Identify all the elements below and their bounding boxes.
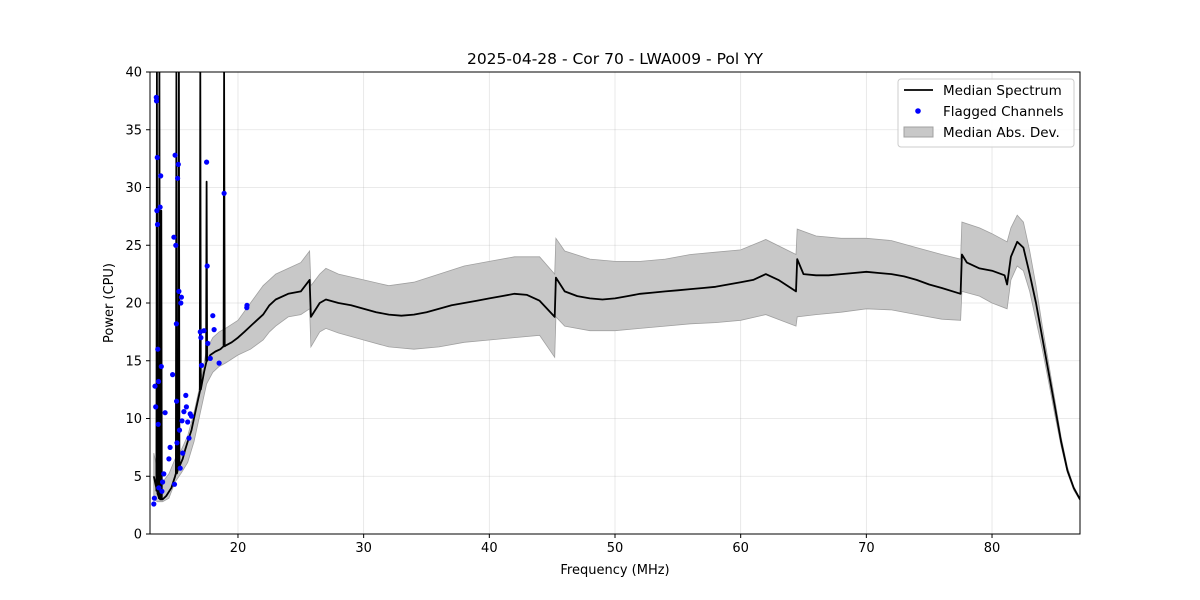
flagged-channel-point bbox=[185, 419, 191, 425]
flagged-channel-point bbox=[154, 208, 160, 214]
x-tick-label: 20 bbox=[230, 541, 247, 556]
flagged-channel-point bbox=[201, 328, 207, 334]
legend-label-median: Median Spectrum bbox=[943, 83, 1062, 99]
flagged-channel-point bbox=[171, 481, 178, 487]
flagged-channel-point bbox=[188, 413, 195, 419]
flagged-channel-point bbox=[166, 456, 172, 462]
flagged-channel-point bbox=[155, 346, 161, 352]
y-axis: 0 5 10 15 20 25 30 35 40 bbox=[125, 66, 150, 543]
flagged-channel-point bbox=[180, 450, 186, 456]
flagged-channel-point bbox=[183, 404, 189, 410]
flagged-channel-point bbox=[198, 362, 205, 368]
y-tick-label: 25 bbox=[125, 239, 142, 254]
flagged-channel-point bbox=[186, 435, 192, 441]
y-tick-label: 5 bbox=[134, 470, 142, 485]
legend-label-flagged: Flagged Channels bbox=[943, 104, 1064, 120]
legend-swatch-mad bbox=[903, 126, 934, 138]
x-tick-label: 60 bbox=[732, 541, 749, 556]
flagged-channel-point bbox=[177, 465, 183, 471]
flagged-channel-point bbox=[167, 444, 173, 450]
y-tick-label: 30 bbox=[125, 181, 142, 196]
y-tick-label: 0 bbox=[134, 528, 142, 543]
flagged-channel-point bbox=[154, 154, 160, 161]
x-tick-label: 80 bbox=[984, 541, 1001, 556]
flagged-channel-point bbox=[175, 175, 181, 181]
flagged-channel-point bbox=[216, 360, 222, 366]
flagged-channel-point bbox=[176, 427, 183, 433]
flagged-channel-point bbox=[160, 479, 166, 485]
median-abs-dev-band bbox=[153, 214, 1080, 503]
flagged-channel-point bbox=[155, 421, 161, 427]
flagged-channel-point bbox=[204, 159, 210, 165]
y-tick-label: 35 bbox=[125, 123, 142, 138]
flagged-channel-point bbox=[155, 378, 162, 385]
legend-label-mad: Median Abs. Dev. bbox=[943, 125, 1060, 141]
y-axis-label: Power (CPU) bbox=[102, 263, 117, 343]
chart-title: 2025-04-28 - Cor 70 - LWA009 - Pol YY bbox=[467, 50, 764, 68]
legend: Median Spectrum Flagged Channels Median … bbox=[897, 78, 1075, 148]
flagged-channel-point bbox=[152, 383, 158, 389]
flagged-channel-point bbox=[158, 363, 164, 370]
median-spectrum-line bbox=[152, 72, 1080, 501]
legend-marker-flagged bbox=[915, 108, 921, 114]
flagged-channel-point bbox=[158, 173, 164, 179]
flagged-channel-point bbox=[198, 335, 204, 341]
x-tick-label: 50 bbox=[607, 541, 624, 556]
flagged-channel-point bbox=[156, 485, 162, 491]
flagged-channel-point bbox=[176, 288, 182, 294]
flagged-channel-point bbox=[151, 495, 157, 501]
flagged-channel-point bbox=[170, 372, 176, 378]
flagged-channel-point bbox=[179, 418, 185, 424]
x-axis-label: Frequency (MHz) bbox=[560, 563, 669, 578]
flagged-channel-point bbox=[183, 392, 189, 398]
x-tick-label: 70 bbox=[858, 541, 875, 556]
flagged-channel-point bbox=[151, 501, 157, 507]
flagged-channel-point bbox=[174, 398, 180, 404]
flagged-channel-point bbox=[205, 340, 211, 346]
flagged-channel-point bbox=[178, 294, 184, 300]
flagged-channel-point bbox=[159, 488, 165, 494]
legend-box bbox=[897, 78, 1075, 148]
flagged-channel-point bbox=[172, 152, 178, 158]
flagged-channel-point bbox=[174, 440, 180, 446]
flagged-channel-point bbox=[221, 190, 227, 196]
flagged-channel-point bbox=[181, 409, 187, 415]
x-axis: 20 30 40 50 60 70 80 bbox=[230, 534, 1001, 556]
flagged-channel-point bbox=[153, 98, 160, 104]
flagged-channel-point bbox=[153, 404, 159, 410]
flagged-channel-point bbox=[157, 204, 163, 210]
y-tick-label: 20 bbox=[125, 297, 142, 312]
flagged-channel-point bbox=[171, 234, 177, 240]
flagged-channel-point bbox=[154, 221, 161, 228]
flagged-channel-point bbox=[211, 327, 217, 333]
x-tick-label: 30 bbox=[355, 541, 372, 556]
flagged-channel-point bbox=[204, 263, 210, 269]
y-tick-label: 10 bbox=[125, 412, 142, 427]
flagged-channel-point bbox=[210, 313, 216, 319]
plot-area bbox=[151, 72, 1080, 507]
x-tick-label: 40 bbox=[481, 541, 498, 556]
flagged-channel-point bbox=[175, 161, 181, 167]
flagged-channel-point bbox=[244, 302, 250, 308]
flagged-channel-point bbox=[162, 410, 168, 416]
y-tick-label: 40 bbox=[125, 66, 142, 81]
flagged-channel-point bbox=[207, 355, 213, 361]
flagged-channel-point bbox=[173, 242, 179, 248]
y-tick-label: 15 bbox=[125, 354, 142, 369]
flagged-channel-point bbox=[161, 471, 167, 477]
flagged-channel-point bbox=[173, 321, 179, 327]
flagged-channel-point bbox=[178, 300, 184, 306]
